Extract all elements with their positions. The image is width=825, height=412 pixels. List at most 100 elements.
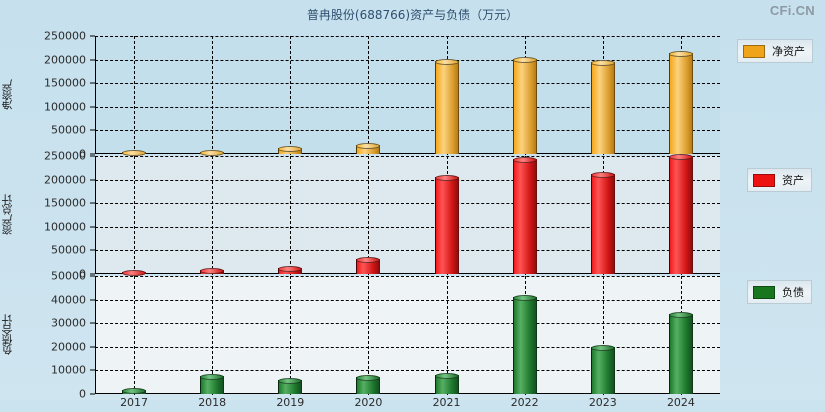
vertical-gridline <box>602 276 604 394</box>
y-tick-label: 20000 <box>51 340 86 354</box>
legend-total-liabilities[interactable]: 负债 <box>747 280 812 304</box>
horizontal-gridline <box>95 276 720 277</box>
legend-net-assets[interactable]: 净资产 <box>737 39 813 63</box>
y-tick-mark <box>90 369 95 371</box>
bar-资产-2018[interactable] <box>200 267 225 274</box>
plot-area-total-liabilities: 2017 2018 2019 2020 2021 2022 2023 2024 <box>95 276 720 409</box>
y-tick-mark <box>90 129 95 131</box>
y-tick-mark <box>90 249 95 251</box>
bar-top-cap <box>590 172 615 179</box>
bar-top-cap <box>122 150 147 156</box>
bar-净资产-2022[interactable] <box>512 56 537 154</box>
y-tick-mark <box>90 346 95 348</box>
bar-净资产-2017[interactable] <box>122 150 147 156</box>
bar-top-cap <box>200 150 225 156</box>
plot-background <box>95 156 720 274</box>
y-axis-line <box>95 156 96 274</box>
legend-label-net-assets: 净资产 <box>772 45 805 58</box>
y-axis-line <box>95 276 96 394</box>
x-tick-label: 2019 <box>276 396 305 409</box>
x-axis-labels-total-liabilities: 2017 2018 2019 2020 2021 2022 2023 2024 <box>95 390 720 412</box>
bar-资产-2022[interactable] <box>512 157 537 274</box>
bar-负债-2020[interactable] <box>356 375 381 394</box>
y-tick-label: 200000 <box>44 53 86 67</box>
panel-total-liabilities: 负债合计 0 10000 20000 30000 40000 50000 2017 2018… <box>0 270 825 409</box>
y-tick-label: 0 <box>79 387 86 401</box>
bar-净资产-2021[interactable] <box>434 58 459 154</box>
y-tick-label: 250000 <box>44 29 86 43</box>
bar-负债-2022[interactable] <box>512 295 537 394</box>
bar-净资产-2023[interactable] <box>590 59 615 154</box>
y-tick-mark <box>90 82 95 84</box>
x-axis-line <box>95 393 720 394</box>
bar-资产-2023[interactable] <box>590 172 615 274</box>
bar-负债-2024[interactable] <box>668 311 693 394</box>
bar-负债-2019[interactable] <box>278 377 303 394</box>
y-axis-ticks-net-assets: 0 50000 100000 150000 200000 250000 <box>38 30 95 161</box>
vertical-gridline <box>212 156 214 274</box>
y-tick-label: 0 <box>79 147 86 161</box>
legend-label-total-liabilities: 负债 <box>782 286 804 299</box>
y-tick-label: 100000 <box>44 100 86 114</box>
bar-资产-2019[interactable] <box>278 265 303 274</box>
y-axis-line <box>95 36 96 154</box>
y-tick-label: 150000 <box>44 196 86 210</box>
vertical-gridline <box>446 276 448 394</box>
y-axis-ticks-total-assets: 0 50000 100000 150000 200000 250000 <box>38 150 95 281</box>
y-tick-label: 50000 <box>51 123 86 137</box>
y-tick-mark <box>90 155 95 157</box>
panel-net-assets: 净资产 0 50000 100000 150000 200000 250000 20172… <box>0 30 825 169</box>
y-tick-mark <box>90 59 95 61</box>
horizontal-gridline <box>95 179 720 181</box>
bar-top-cap <box>122 270 147 276</box>
bar-top-cap <box>278 265 303 272</box>
y-axis-title-net-assets: 净资产 <box>1 80 14 110</box>
bar-资产-2024[interactable] <box>668 154 693 274</box>
plot-background <box>95 276 720 394</box>
bar-top-cap <box>200 267 225 274</box>
bar-负债-2023[interactable] <box>590 344 615 394</box>
x-tick-label: 2022 <box>510 396 539 409</box>
bar-top-cap <box>434 58 459 65</box>
y-axis-title-total-assets: 资产总计 <box>1 195 14 235</box>
bar-净资产-2024[interactable] <box>668 51 693 154</box>
y-tick-label: 0 <box>79 267 86 281</box>
y-tick-mark <box>90 153 95 155</box>
bar-净资产-2020[interactable] <box>356 143 381 154</box>
bar-top-cap <box>200 373 225 380</box>
bar-净资产-2018[interactable] <box>200 150 225 156</box>
y-tick-label: 200000 <box>44 173 86 187</box>
y-axis-title-total-liabilities: 负债合计 <box>1 315 14 355</box>
legend-swatch-total-liabilities <box>753 285 775 299</box>
bar-top-cap <box>590 344 615 351</box>
y-tick-mark <box>90 299 95 301</box>
bar-top-cap <box>356 375 381 382</box>
y-tick-label: 10000 <box>51 363 86 377</box>
bar-top-cap <box>356 257 381 264</box>
bar-资产-2020[interactable] <box>356 257 381 274</box>
bar-top-cap <box>278 146 303 153</box>
legend-total-assets[interactable]: 资产 <box>747 168 812 192</box>
x-tick-label: 2021 <box>432 396 461 409</box>
x-tick-label: 2018 <box>198 396 227 409</box>
bar-top-cap <box>668 154 693 160</box>
horizontal-gridline <box>95 250 720 252</box>
bar-top-cap <box>278 377 303 384</box>
bar-净资产-2019[interactable] <box>278 146 303 154</box>
x-tick-label: 2020 <box>354 396 383 409</box>
bar-负债-2018[interactable] <box>200 373 225 394</box>
bar-top-cap <box>590 59 615 66</box>
y-tick-mark <box>90 275 95 277</box>
horizontal-gridline <box>95 59 720 61</box>
bar-资产-2021[interactable] <box>434 174 459 274</box>
bar-负债-2021[interactable] <box>434 373 459 394</box>
bar-资产-2017[interactable] <box>122 270 147 276</box>
y-tick-label: 100000 <box>44 220 86 234</box>
bar-负债-2017[interactable] <box>122 387 147 394</box>
y-axis-ticks-total-liabilities: 0 10000 20000 30000 40000 50000 <box>38 270 95 401</box>
horizontal-gridline <box>95 36 720 37</box>
vertical-gridline <box>368 36 370 154</box>
